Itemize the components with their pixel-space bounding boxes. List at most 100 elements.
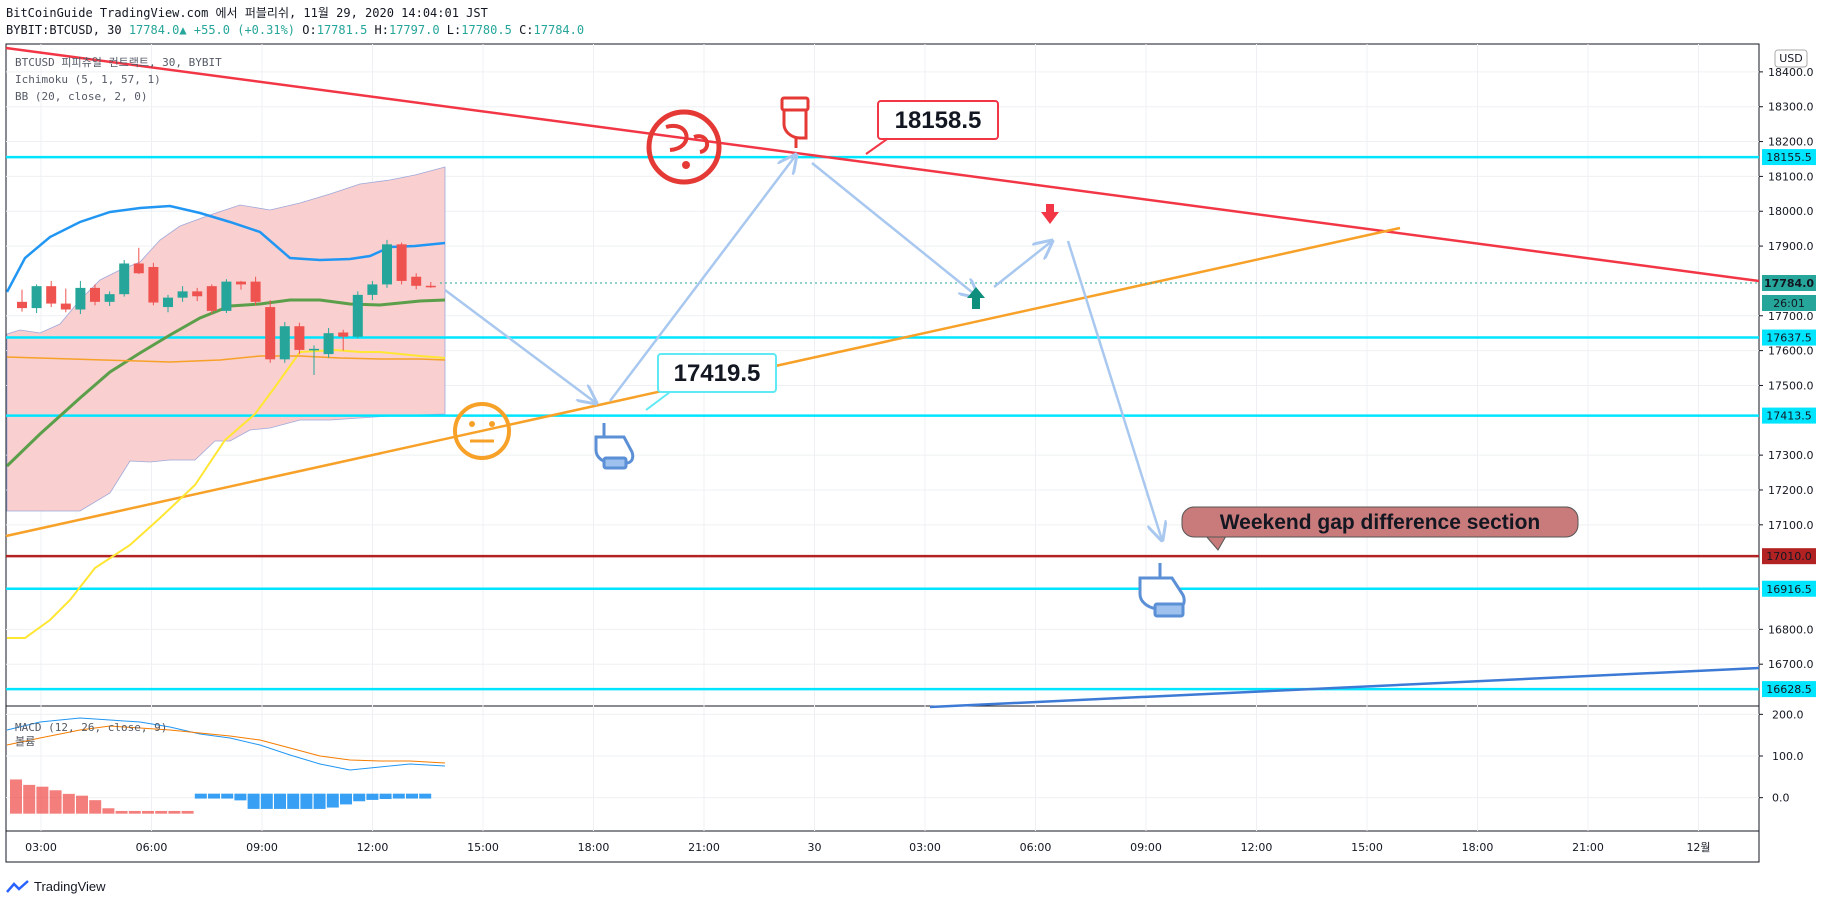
volume-bars (10, 779, 432, 814)
histogram-bar (155, 810, 168, 814)
time-tick-label: 21:00 (688, 841, 720, 854)
candle-body (31, 286, 42, 309)
hand-pointer-up-icon (594, 423, 635, 470)
time-tick-label: 06:00 (1020, 841, 1052, 854)
histogram-bar (313, 793, 326, 809)
price-tick-label: 18400.0 (1768, 66, 1814, 79)
candle-body (163, 297, 173, 308)
candle-body (192, 291, 203, 297)
time-tick-label: 09:00 (246, 841, 278, 854)
level-badge (1762, 548, 1816, 565)
symbol-label: BYBIT:BTCUSD, 30 (6, 23, 122, 37)
callout-weekend-label: Weekend gap difference section (1220, 511, 1541, 534)
price-tick-label: 17200.0 (1768, 484, 1814, 497)
callout-mid[interactable]: 17419.5 (645, 353, 777, 411)
candle-body (119, 263, 130, 295)
open-label: O: (302, 23, 317, 37)
up-arrow-icon: ▲ (179, 23, 187, 37)
histogram-bar (168, 810, 181, 814)
histogram-bar (102, 808, 115, 814)
candle-body (60, 303, 71, 310)
legend-volume: 볼륨 (15, 735, 35, 748)
callout-mid-label: 17419.5 (674, 360, 761, 387)
scenario-arrows[interactable] (444, 155, 1162, 540)
publish-info: BitCoinGuide TradingView.com 에서 퍼블리쉬, 11… (6, 6, 488, 20)
price-tick-label: 18300.0 (1768, 101, 1814, 114)
arrow-segment-5 (1066, 240, 1162, 540)
price-tick-label: 17600.0 (1768, 345, 1814, 358)
tradingview-logo-icon (6, 879, 29, 893)
histogram-bar (36, 786, 49, 814)
candle-body (265, 307, 276, 360)
resistance-trendline[interactable] (5, 46, 1760, 283)
candle-body (367, 284, 378, 295)
legend-ichimoku: Ichimoku (5, 1, 57, 1) (15, 73, 161, 86)
ichimoku-base-line (5, 298, 446, 468)
candle-body (206, 286, 217, 311)
chart-frame (5, 43, 1760, 863)
macd-axis[interactable]: 200.0 100.0 0.0 (1759, 708, 1804, 805)
time-tick-label: 18:00 (1462, 841, 1494, 854)
currency-button[interactable]: USD (1774, 49, 1808, 68)
histogram-bar (353, 793, 366, 802)
macd-tick-label: 0.0 (1772, 792, 1790, 805)
callout-weekend[interactable]: Weekend gap difference section (1181, 506, 1579, 551)
histogram-bar (208, 793, 220, 799)
level-badge-label: 17413.5 (1766, 410, 1812, 423)
price-tick-label: 16700.0 (1768, 658, 1814, 671)
currency-label: USD (1779, 52, 1803, 65)
level-badges: 18155.5 17637.5 17413.5 17010.0 16916.5 16628… (1762, 149, 1816, 698)
histogram-bar (23, 784, 36, 814)
bb-upper-line (5, 204, 446, 293)
level-badge-label: 16916.5 (1766, 583, 1812, 596)
candle-body (221, 281, 232, 311)
signal-line (6, 725, 446, 764)
level-badge-label: 16628.5 (1766, 683, 1812, 696)
level-badge (1762, 329, 1816, 346)
price-tick-label: 18200.0 (1768, 136, 1814, 149)
grid (6, 44, 1759, 831)
candle-body (382, 244, 392, 285)
time-axis[interactable]: 03:00 06:00 09:00 12:00 15:00 18:00 21:00 30 03:… (25, 841, 1710, 854)
level-badge (1762, 407, 1816, 424)
tradingview-logo[interactable]: TradingView (6, 879, 106, 894)
price-tick-label: 17100.0 (1768, 519, 1814, 532)
lower-trendline[interactable] (929, 666, 1760, 709)
macd-tick-label: 100.0 (1772, 750, 1804, 763)
price-tick-label: 17900.0 (1768, 240, 1814, 253)
chart-header-ohlc: BYBIT:BTCUSD, 30 17784.0▲ +55.0 (+0.31%)… (6, 23, 584, 37)
level-badge (1762, 681, 1816, 698)
candle-body (17, 301, 27, 309)
ichimoku-lagging-line (6, 355, 446, 363)
histogram-bar (340, 793, 352, 805)
histogram-bar (392, 793, 405, 799)
candle-body (425, 285, 436, 288)
time-tick-label: 21:00 (1572, 841, 1604, 854)
price-change: +55.0 (+0.31%) (193, 23, 296, 37)
high-value: 17797.0 (388, 23, 440, 37)
candle-body (294, 326, 305, 350)
histogram-bar (274, 793, 286, 809)
histogram-bar (89, 800, 102, 814)
histogram-bar (49, 790, 62, 814)
price-tick-label: 18100.0 (1768, 170, 1814, 183)
candle-body (104, 294, 115, 302)
candle-body (323, 333, 334, 355)
time-tick-label: 15:00 (467, 841, 499, 854)
histogram-bar (234, 793, 247, 801)
chart-header-title: BitCoinGuide TradingView.com 에서 퍼블리쉬, 11… (6, 6, 488, 20)
candle-body (133, 263, 144, 274)
price-axis[interactable]: 18400.0 18300.0 18200.0 18100.0 18000.0 17900… (1759, 66, 1814, 671)
time-tick-label: 12:00 (1241, 841, 1273, 854)
histogram-bar (10, 779, 22, 814)
close-value: 17784.0 (533, 23, 585, 37)
last-price: 17784.0 (128, 23, 180, 37)
histogram-bar (366, 793, 379, 800)
histogram-bar (76, 795, 88, 814)
histogram-bar (142, 810, 154, 814)
time-tick-label: 09:00 (1130, 841, 1162, 854)
callout-top[interactable]: 18158.5 (865, 100, 999, 155)
arrow-segment-4 (993, 241, 1052, 288)
chart-canvas[interactable]: 18158.5 17419.5 Weekend gap difference s… (0, 0, 1828, 870)
countdown-badge: 26:01 (1762, 295, 1816, 311)
